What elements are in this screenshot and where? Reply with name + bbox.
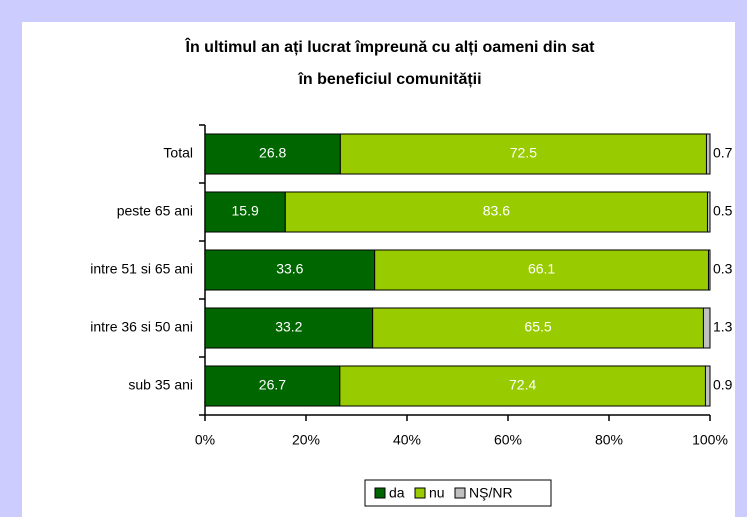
legend-swatch <box>454 487 466 499</box>
bar-segment <box>372 307 704 349</box>
legend-swatch <box>414 487 426 499</box>
y-tick-label: intre 36 si 50 ani <box>90 319 193 335</box>
data-label: 26.7 <box>259 377 286 393</box>
x-tick-label: 100% <box>692 432 728 448</box>
bar-segment <box>707 249 711 291</box>
data-label: 0.5 <box>713 203 733 219</box>
bar-segment <box>204 133 341 175</box>
data-label: 33.2 <box>275 319 302 335</box>
data-label: 0.3 <box>713 261 733 277</box>
data-label: 0.7 <box>713 145 733 161</box>
x-tick-label: 40% <box>393 432 421 448</box>
data-label: 15.9 <box>232 203 259 219</box>
x-tick-label: 20% <box>292 432 320 448</box>
legend-label: nu <box>429 485 445 501</box>
bar-segment <box>339 133 707 175</box>
y-tick-label: intre 51 si 65 ani <box>90 261 193 277</box>
bar-segment <box>204 365 341 407</box>
chart-title: în beneficiul comunității <box>297 71 481 88</box>
y-tick-label: sub 35 ani <box>128 377 193 393</box>
data-label: 1.3 <box>713 319 733 335</box>
data-label: 65.5 <box>524 319 551 335</box>
data-label: 33.6 <box>276 261 303 277</box>
data-label: 0.9 <box>713 377 733 393</box>
x-tick-label: 80% <box>595 432 623 448</box>
bar-segment <box>374 249 709 291</box>
data-label: 66.1 <box>528 261 555 277</box>
y-tick-label: peste 65 ani <box>117 203 193 219</box>
x-tick-label: 60% <box>494 432 522 448</box>
bar-segment <box>705 133 711 175</box>
data-label: 72.4 <box>509 377 536 393</box>
legend-label: da <box>389 485 405 501</box>
legend-swatch <box>374 487 386 499</box>
data-label: 83.6 <box>483 203 510 219</box>
chart-title: În ultimul an ați lucrat împreună cu alț… <box>185 37 596 56</box>
bar-segment <box>704 365 711 407</box>
bar-segment <box>706 191 711 233</box>
x-tick-label: 0% <box>195 432 215 448</box>
data-label: 26.8 <box>259 145 286 161</box>
y-tick-label: Total <box>163 145 193 161</box>
legend-label: NŞ/NR <box>469 485 513 501</box>
bar-segment <box>204 191 286 233</box>
bar-segment <box>339 365 706 407</box>
data-label: 72.5 <box>510 145 537 161</box>
bar-segment <box>702 307 711 349</box>
